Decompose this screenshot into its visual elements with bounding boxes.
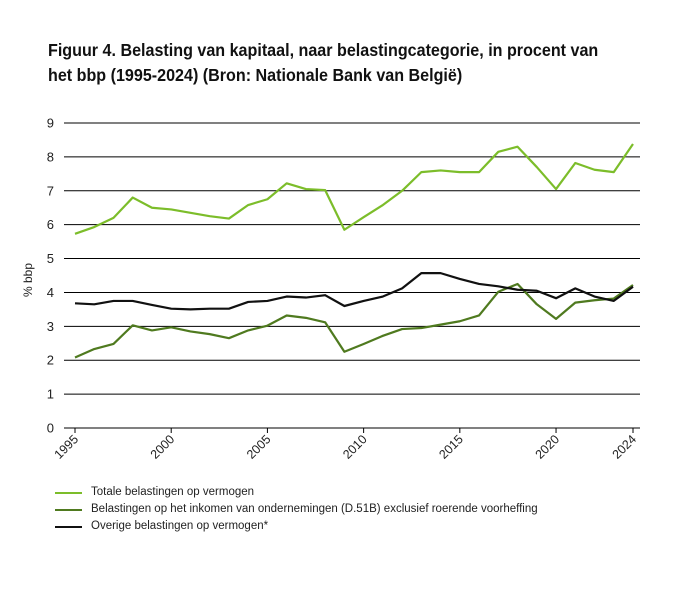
- legend-item: Belastingen op het inkomen van ondernemi…: [55, 501, 538, 518]
- y-tick-label: 0: [47, 421, 54, 436]
- y-tick-label: 4: [47, 285, 54, 300]
- legend-item: Totale belastingen op vermogen: [55, 484, 538, 501]
- y-tick-label: 2: [47, 353, 54, 368]
- y-tick-label: 9: [47, 116, 54, 131]
- y-tick-label: 6: [47, 217, 54, 232]
- legend: Totale belastingen op vermogen Belastinge…: [55, 484, 538, 535]
- x-tick-label: 2024: [610, 432, 640, 462]
- x-axis-ticks: 1995 2000 2005 2010 2015 2020 2024: [52, 428, 640, 462]
- x-tick-label: 1995: [52, 432, 82, 462]
- x-tick-label: 2010: [340, 432, 370, 462]
- legend-label: Overige belastingen op vermogen*: [91, 520, 269, 532]
- y-tick-label: 5: [47, 251, 54, 266]
- y-tick-label: 1: [47, 387, 54, 402]
- y-axis-ticks: 0 1 2 3 4 5 6 7 8 9: [47, 116, 54, 436]
- x-tick-label: 2000: [148, 432, 178, 462]
- series-line-2: [74, 282, 634, 359]
- gridlines: [64, 122, 640, 429]
- legend-swatch: [55, 491, 82, 494]
- chart-title: Figuur 4. Belasting van kapitaal, naar b…: [48, 40, 599, 85]
- x-tick-label: 2005: [244, 432, 274, 462]
- legend-swatch: [55, 508, 82, 511]
- y-axis-label: % bbp: [21, 263, 35, 297]
- legend-label: Totale belastingen op vermogen: [91, 486, 255, 498]
- y-tick-label: 8: [47, 149, 54, 164]
- series-line-3: [74, 272, 634, 311]
- y-tick-label: 3: [47, 319, 54, 334]
- series-line-1: [74, 143, 634, 235]
- legend-swatch: [55, 525, 82, 528]
- y-tick-label: 7: [47, 183, 54, 198]
- x-tick-label: 2020: [533, 432, 563, 462]
- legend-item: Overige belastingen op vermogen*: [55, 518, 538, 535]
- series-lines: [74, 143, 634, 359]
- legend-label: Belastingen op het inkomen van ondernemi…: [91, 503, 538, 515]
- x-tick-label: 2015: [436, 432, 466, 462]
